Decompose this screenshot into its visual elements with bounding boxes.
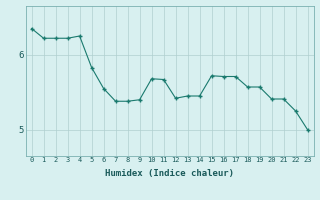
X-axis label: Humidex (Indice chaleur): Humidex (Indice chaleur) bbox=[105, 169, 234, 178]
